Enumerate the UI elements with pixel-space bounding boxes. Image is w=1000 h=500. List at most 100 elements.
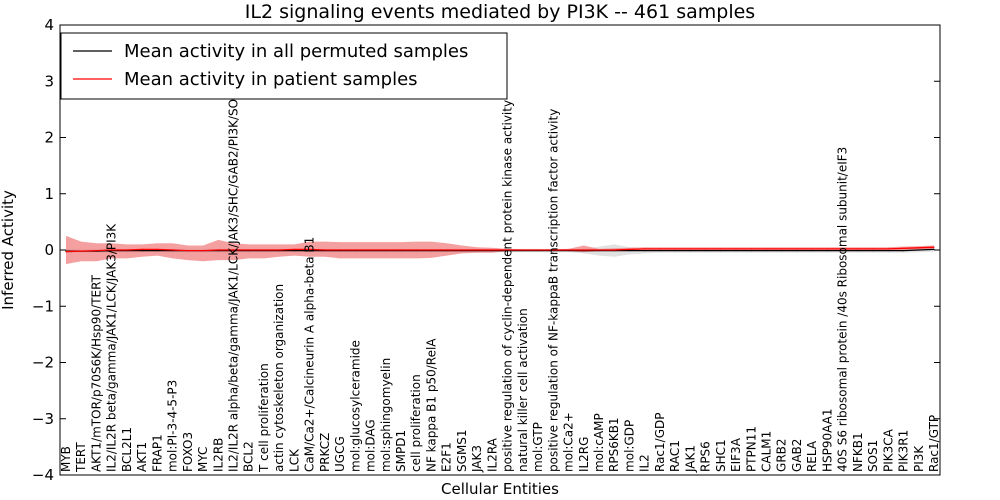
series-lines (65, 246, 935, 253)
x-tick-label: mol:DAG (364, 419, 378, 472)
point-patient (765, 248, 768, 250)
point-permuted (765, 250, 768, 252)
point-patient (522, 249, 524, 251)
point-patient (172, 249, 174, 251)
series-line-patient (65, 246, 935, 253)
x-tick-label: IL2RB (211, 438, 225, 472)
x-tick-label: SMPD1 (394, 430, 408, 472)
point-patient (811, 248, 813, 250)
point-patient (659, 248, 661, 250)
x-tick-label: 40S S6 ribosomal protein /40s Ribosomal … (836, 147, 850, 472)
point-patient (689, 248, 692, 250)
point-patient (415, 249, 417, 251)
x-tick-label: FOXO3 (181, 432, 195, 472)
point-patient (217, 249, 219, 251)
x-tick-label: AKT1/mTOR/p70S6K/Hsp90/TERT (90, 274, 104, 472)
x-tick-label: SOS1 (866, 440, 880, 472)
x-tick-label: cell proliferation (409, 374, 423, 472)
point-patient (781, 248, 783, 250)
legend-entry-permuted: Mean activity in all permuted samples (124, 41, 468, 62)
x-tick-label: LCK (287, 448, 301, 472)
x-tick-label: IL2/IL2R beta/gamma/JAK1/LCK/JAK3/PI3K (105, 223, 119, 472)
point-permuted (720, 250, 722, 252)
x-tick-label: mol:cAMP (592, 413, 606, 472)
point-patient (293, 248, 295, 250)
point-patient (705, 248, 707, 250)
y-tick-label: 2 (44, 129, 54, 147)
x-tick-label: SHC1 (714, 439, 728, 472)
point-patient (111, 249, 113, 251)
y-tick-label: −1 (32, 297, 54, 315)
point-patient (370, 249, 372, 251)
x-tick-label: GAB2 (790, 439, 804, 472)
point-permuted (811, 250, 813, 252)
point-patient (248, 249, 250, 251)
x-tick-label: SGMS1 (455, 429, 469, 472)
legend-entry-patient: Mean activity in patient samples (124, 69, 418, 90)
point-patient (644, 248, 646, 250)
point-patient (628, 248, 631, 250)
x-tick-label: RPS6 (699, 441, 713, 472)
point-patient (232, 249, 235, 251)
point-permuted (735, 250, 737, 252)
point-permuted (796, 250, 798, 252)
x-tick-label: EIF3A (729, 437, 743, 472)
y-tick-label: 1 (44, 185, 54, 203)
point-patient (339, 249, 341, 251)
x-tick-label: HSP90AA1 (820, 408, 834, 472)
x-tick-label: UGCG (333, 436, 347, 472)
y-tick-label: 0 (44, 241, 54, 259)
x-tick-labels: MYB TERT AKT1/mTOR/p70S6K/Hsp90/TERT IL2/IL… (59, 48, 941, 473)
chart-title: IL2 signaling events mediated by PI3K --… (245, 1, 755, 23)
x-tick-label: PI3K (912, 445, 926, 472)
x-tick-label: JAK1 (683, 445, 697, 473)
x-tick-label: PRKCZ (318, 433, 332, 472)
point-patient (720, 248, 722, 250)
point-patient (202, 250, 204, 252)
point-patient (735, 248, 737, 250)
x-tick-label: natural killer cell activation (516, 308, 530, 472)
point-patient (309, 248, 311, 250)
point-permuted (842, 250, 844, 252)
y-axis-label: Inferred Activity (0, 190, 17, 310)
point-patient (461, 249, 463, 251)
point-permuted (628, 250, 631, 252)
x-tick-label: NF kappa B1 p50/RelA (425, 338, 439, 472)
point-patient (826, 248, 829, 250)
point-permuted (141, 250, 143, 252)
point-patient (902, 247, 905, 249)
point-permuted (674, 250, 676, 252)
point-permuted (659, 250, 661, 252)
point-patient (95, 250, 98, 252)
y-tick-label: −2 (32, 354, 54, 372)
point-patient (80, 250, 82, 252)
point-permuted (293, 250, 295, 252)
legend: Mean activity in all permuted samples Me… (60, 32, 508, 100)
x-tick-label: MYC (196, 447, 210, 472)
x-tick-label: BCL2 (242, 441, 256, 472)
point-permuted (689, 250, 692, 252)
point-permuted (156, 250, 158, 252)
point-patient (842, 248, 844, 250)
point-permuted (705, 250, 707, 252)
y-tick-label: −3 (32, 410, 54, 428)
x-tick-label: CaM/Ca2+/Calcineurin A alpha-beta B1 (303, 237, 317, 472)
point-patient (583, 249, 585, 251)
x-tick-label: IL2 (638, 454, 652, 472)
point-permuted (781, 250, 783, 252)
x-tick-label: GRB2 (775, 438, 789, 472)
point-patient (385, 249, 387, 251)
x-tick-label: IL2RA (485, 437, 499, 472)
point-permuted (902, 250, 905, 252)
point-patient (613, 249, 615, 251)
point-patient (278, 249, 280, 251)
point-patient (507, 249, 509, 251)
point-patient (446, 249, 448, 251)
x-tick-label: mol:PI-3-4-5-P3 (166, 380, 180, 472)
x-tick-label: IL2RG (577, 437, 591, 473)
x-tick-label: PTPN11 (744, 426, 758, 472)
point-patient (796, 248, 798, 250)
point-permuted (887, 250, 889, 252)
point-patient (552, 249, 554, 251)
